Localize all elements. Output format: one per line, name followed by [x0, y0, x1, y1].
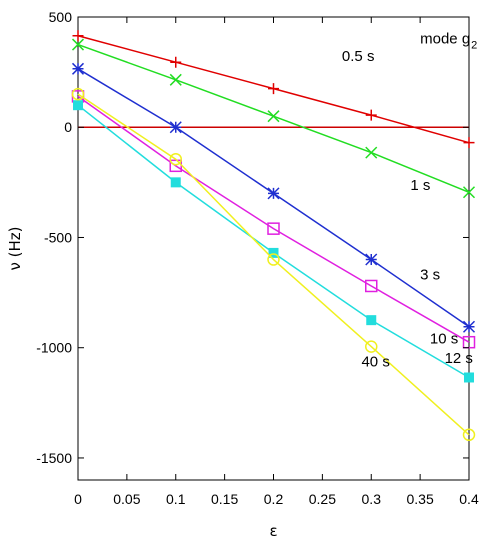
data-point [267, 110, 280, 123]
data-point [169, 121, 182, 134]
data-point [462, 186, 476, 199]
x-tick-label: 0.3 [362, 491, 382, 507]
y-tick-label: 500 [49, 9, 73, 25]
data-point [366, 315, 377, 326]
series-0-5-s [72, 30, 475, 149]
series-label: 10 s [430, 330, 458, 347]
series-12-s [73, 100, 474, 383]
series-40-s [71, 87, 476, 442]
data-point [170, 177, 181, 188]
series-10-s [71, 90, 476, 349]
series-label: 40 s [361, 353, 389, 370]
series-line [77, 104, 470, 379]
data-point [73, 100, 83, 111]
x-axis-title: ε [269, 522, 277, 540]
x-tick-label: 0.05 [113, 491, 140, 507]
data-point [365, 109, 377, 121]
y-tick-label: -1500 [36, 450, 72, 466]
mode-label: mode g [420, 30, 470, 47]
data-point [365, 146, 378, 159]
data-point [267, 222, 280, 235]
data-point [462, 428, 476, 442]
mode-label-subscript: 2 [471, 39, 477, 51]
series-3-s [71, 62, 476, 333]
data-point [170, 56, 182, 68]
data-point [267, 187, 280, 200]
data-point [169, 73, 182, 86]
series-label: 1 s [410, 177, 430, 194]
data-point [268, 247, 279, 258]
data-point [464, 372, 474, 383]
y-axis-title: ν (Hz) [6, 226, 24, 270]
data-point [267, 253, 280, 266]
data-point [268, 83, 279, 95]
data-point [71, 87, 85, 101]
x-tick-label: 0 [74, 491, 82, 507]
x-tick-label: 0.2 [264, 491, 284, 507]
chart-axes: 0 0.05 0.1 0.15 0.2 0.25 0.3 0.35 0.4 500 0 -500 -10… [6, 9, 479, 540]
series-line [77, 95, 470, 343]
y-tick-label: -1000 [36, 340, 72, 356]
x-tick-label: 0.35 [407, 491, 434, 507]
data-point [365, 340, 378, 353]
series-label: 0.5 s [342, 48, 375, 65]
x-tick-label: 0.4 [459, 491, 479, 507]
series-label: 12 s [445, 350, 473, 367]
chart-marks [71, 30, 476, 442]
x-tick-label: 0.15 [211, 491, 238, 507]
series-1-s [71, 38, 476, 199]
data-point [72, 30, 84, 42]
series-line [77, 93, 470, 436]
data-point [463, 137, 475, 149]
series-line [77, 43, 470, 193]
x-tick-label: 0.1 [166, 491, 186, 507]
data-point [71, 38, 85, 51]
series-label: 3 s [420, 266, 440, 283]
data-point [71, 62, 85, 75]
data-point [169, 152, 182, 166]
data-point [365, 279, 378, 293]
y-tick-label: 0 [64, 119, 72, 135]
x-tick-label: 0.25 [309, 491, 336, 507]
y-tick-label: -500 [44, 229, 72, 245]
data-point [365, 253, 378, 266]
data-point [462, 320, 476, 333]
